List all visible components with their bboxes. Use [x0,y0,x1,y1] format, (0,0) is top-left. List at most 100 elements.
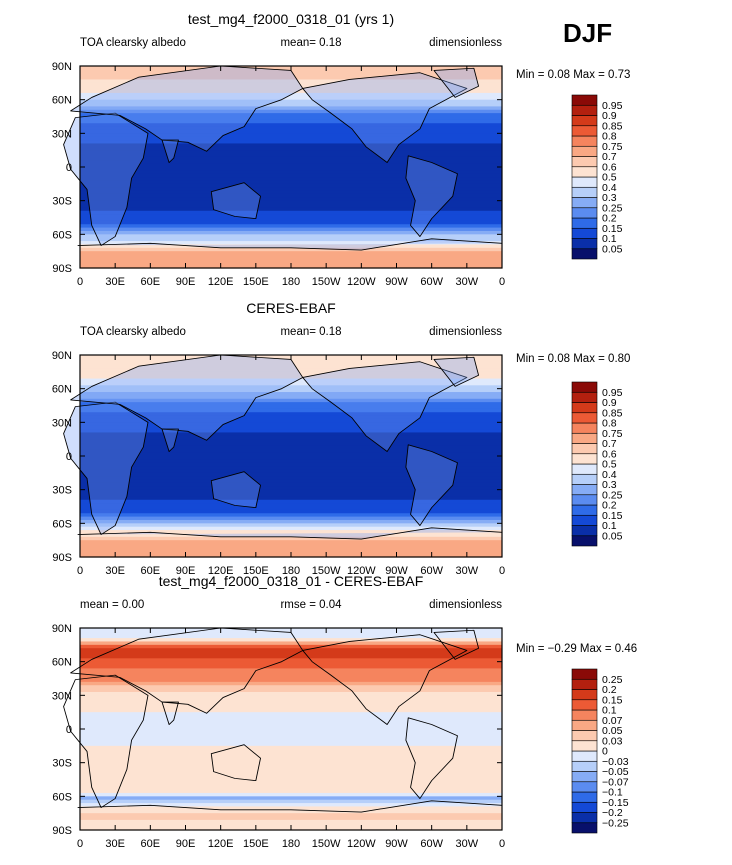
lon-tick-label: 120E [208,276,234,288]
map-band [80,715,502,720]
map-band [80,405,502,410]
map-band [80,200,502,205]
colorbar-label: 0.2 [602,500,617,512]
lon-tick-label: 0 [77,838,83,850]
map-band [80,678,502,683]
map-band [80,671,502,676]
lat-tick-label: 60S [52,229,72,241]
map-band [80,806,502,811]
map-band [80,782,502,787]
lon-tick-label: 90E [176,838,196,850]
map-band [80,193,502,198]
map-field [80,628,502,831]
colorbar-box [571,135,598,147]
lon-tick-label: 30E [105,276,125,288]
panel-right-label: dimensionless [429,37,502,49]
lat-tick-label: 60S [52,791,72,803]
lat-tick-label: 90N [52,350,72,362]
map-band [80,109,502,114]
map-band [80,163,502,168]
panel-title: test_mg4_f2000_0318_01 - CERES-EBAF [159,573,424,589]
map-band [80,819,502,824]
map-band [80,445,502,450]
colorbar-box [571,217,598,229]
colorbar-box [571,115,598,127]
colorbar-label: 0.3 [602,192,617,204]
map-band [80,456,502,460]
map-band [80,257,502,262]
lon-tick-label: 30E [105,838,125,850]
map-band [80,479,502,484]
map-band [80,513,502,518]
lat-tick-label: 30S [52,485,72,497]
colorbar-label: −0.03 [602,756,629,768]
lat-tick-label: 30S [52,758,72,770]
map-band [80,432,502,437]
map-band [80,170,502,175]
map-band [80,648,502,653]
lat-tick-label: 0 [66,724,72,736]
map-band [80,392,502,396]
map-band [80,486,502,491]
colorbar-label: 0.15 [602,223,623,235]
panel-title: test_mg4_f2000_0318_01 (yrs 1) [188,11,394,27]
lat-tick-label: 60N [52,384,72,396]
lon-tick-label: 90W [385,838,408,850]
colorbar-label: 0.9 [602,397,617,409]
panel-stats: Min = 0.08 Max = 0.73 [516,69,630,81]
colorbar-label: 0.7 [602,151,617,163]
panel-right-label: dimensionless [429,599,502,611]
colorbar-box [571,750,598,762]
map-band [80,197,502,202]
lon-tick-label: 30W [456,838,479,850]
colorbar-box [571,709,598,721]
map-band [80,796,502,801]
colorbar-box [571,791,598,803]
map-band [80,803,502,808]
map-band [80,675,502,680]
colorbar-box [571,166,598,178]
map-band [80,412,502,417]
map-band [80,776,502,781]
map-band [80,385,502,390]
colorbar-box [571,381,598,393]
colorbar-box [571,760,598,772]
colorbar-box [571,156,598,168]
map-band [80,809,502,814]
map-band [80,631,502,636]
map-band [80,388,502,393]
map-band [80,230,502,235]
map-band [80,739,502,744]
season-label: DJF [563,18,612,48]
map-band [80,466,502,471]
map-band [80,766,502,770]
lon-tick-label: 0 [77,276,83,288]
map-band [80,516,502,521]
map-band [80,729,502,733]
map-band [80,106,502,111]
lon-tick-label: 60E [141,565,161,577]
map-band [80,204,502,208]
colorbar-label: 0.07 [602,715,623,727]
map-band [80,452,502,457]
map-band [80,530,502,535]
map-band [80,772,502,777]
map-band [80,749,502,754]
colorbar-box [571,207,598,219]
map-band [80,489,502,494]
colorbar-label: −0.1 [602,787,623,799]
map-band [80,459,502,464]
colorbar-box [571,719,598,731]
panels-layer: test_mg4_f2000_0318_01 (yrs 1)TOA clears… [52,11,637,850]
colorbar-label: −0.2 [602,807,623,819]
map-band [80,712,502,717]
map-band [80,113,502,118]
lon-tick-label: 30W [456,276,479,288]
lon-tick-label: 60E [141,838,161,850]
colorbar-label: 0.8 [602,131,617,143]
lon-tick-label: 90E [176,276,196,288]
colorbar-box [571,494,598,506]
colorbar-box [571,94,598,106]
map-band [80,755,502,760]
panel-right-label: dimensionless [429,326,502,338]
